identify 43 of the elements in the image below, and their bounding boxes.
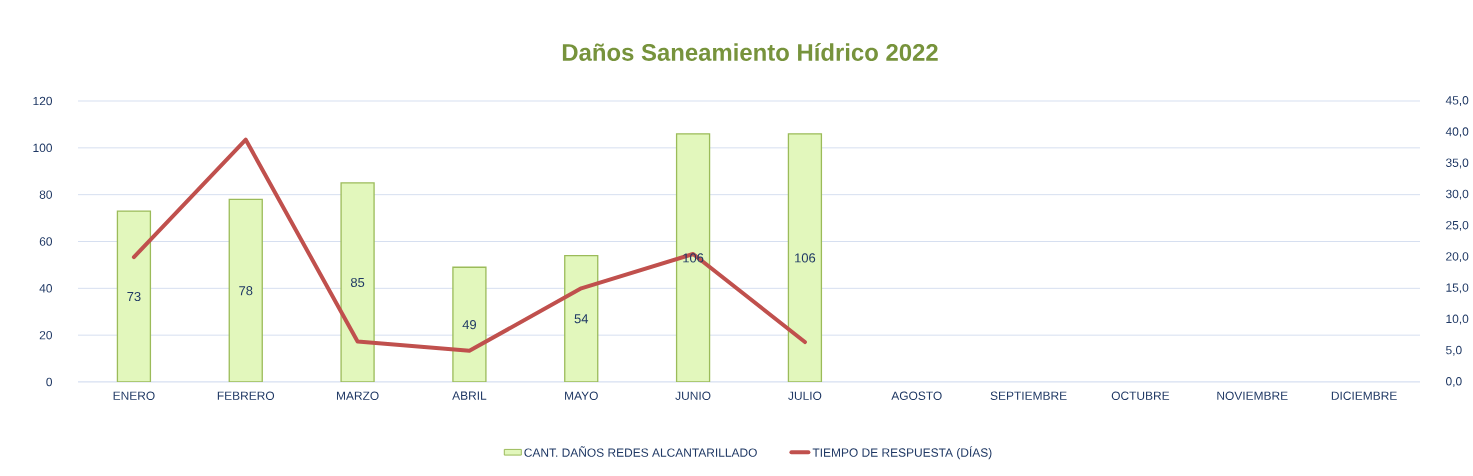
chart-title: Daños Saneamiento Hídrico 2022 [562,43,938,61]
x-tick-label: SEPTIEMBRE [990,391,1067,400]
bar [787,133,823,382]
legend-label: TIEMPO DE RESPUESTA (DÍAS) [812,446,992,460]
y2-tick-label: 5,0 [1446,345,1462,356]
data-label: 106 [795,253,816,263]
y2-tick-label: 20,0 [1446,252,1469,263]
y-tick-label: 60 [39,237,53,246]
legend-label: CANT. DAÑOS REDES ALCANTARILLADO [524,446,757,457]
data-label: 54 [574,314,589,324]
y-tick-label: 100 [33,143,53,153]
y2-tick-label: 0,0 [1445,377,1462,387]
x-tick-label: JUNIO [675,391,711,400]
x-tick-label: ENERO [113,391,155,400]
data-label: 78 [239,286,253,296]
y2-tick-label: 10,0 [1446,314,1469,325]
bar [564,254,599,382]
y-tick-label: 20 [39,330,53,340]
y-tick-label: 0 [46,377,53,387]
x-tick-label: AGOSTO [891,391,942,400]
x-tick-label: DICIEMBRE [1331,391,1397,400]
x-tick-label: MAYO [565,391,598,400]
y2-tick-label: 15,0 [1446,283,1469,294]
y2-tick-label: 30,0 [1445,189,1469,200]
x-tick-label: ABRIL [452,391,487,400]
x-tick-label: NOVIEMBRE [1217,391,1288,400]
x-tick-label: FEBRERO [217,391,275,400]
data-label: 73 [127,291,141,302]
y-tick-label: 40 [39,284,53,293]
y2-tick-label: 25,0 [1446,220,1469,231]
bar [116,210,152,382]
data-label: 85 [350,277,365,288]
bar [228,198,263,382]
y2-tick-label: 35,0 [1445,158,1469,169]
x-tick-label: OCTUBRE [1111,391,1170,400]
y2-tick-label: 40,0 [1445,127,1469,138]
x-tick-label: MARZO [336,391,379,400]
y2-tick-label: 45,0 [1445,96,1469,106]
data-label: 49 [462,320,477,330]
y-tick-label: 80 [39,190,53,199]
y-tick-label: 120 [33,96,53,106]
x-tick-label: JULIO [788,391,822,400]
bar [675,133,711,382]
